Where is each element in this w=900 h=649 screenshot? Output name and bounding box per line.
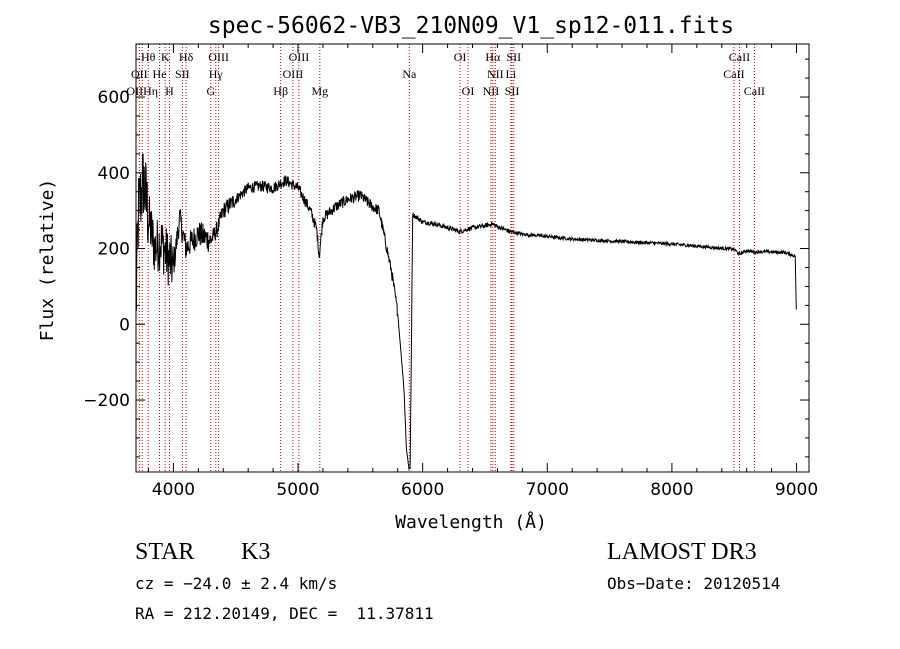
- spectral-line-label: NII: [487, 67, 504, 81]
- x-tick-label: 7000: [526, 480, 569, 500]
- spectral-line-label: SII: [506, 50, 521, 64]
- spectral-line-label: K: [161, 50, 170, 64]
- x-tick-label: 6000: [401, 480, 444, 500]
- spectral-line-label: Hδ: [179, 50, 194, 64]
- axis-ticks: 4000 5000 6000 7000 8000 9000 −200 0 200 400 600: [83, 44, 818, 500]
- spectral-line-label: Mg: [311, 84, 328, 98]
- x-axis-label: Wavelength (Å): [395, 511, 547, 533]
- coordinates: RA = 212.20149, DEC = 11.37811: [135, 604, 434, 623]
- spectral-line-label: OI: [462, 84, 475, 98]
- y-tick-label: 0: [119, 315, 130, 335]
- y-axis-label: Flux (relative): [37, 179, 58, 342]
- spectral-line-markers: [138, 44, 755, 472]
- spectral-line-label: OII: [131, 67, 148, 81]
- x-tick-label: 5000: [276, 480, 319, 500]
- y-tick-label: 200: [98, 240, 130, 260]
- spectral-line-label: CaII: [744, 84, 765, 98]
- spectral-line-label: H: [165, 84, 174, 98]
- chart-title: spec-56062-VB3_210N09_V1_sp12-011.fits: [208, 13, 734, 39]
- redshift-value: cz = −24.0 ± 2.4 km/s: [135, 574, 338, 593]
- object-subclass: K3: [241, 539, 271, 565]
- spectral-line-labels: Hθ K Hδ OIII OIII OI Hα SII CaII OII He SII Hγ OIII Na…: [126, 50, 765, 98]
- spectral-line-label: Hγ: [209, 67, 224, 81]
- spectral-line-label: NII: [483, 84, 500, 98]
- spectral-line-label: OIII: [289, 50, 310, 64]
- spectral-line-label: SII: [175, 67, 190, 81]
- survey-name: LAMOST DR3: [607, 539, 757, 565]
- object-class: STAR: [135, 539, 195, 565]
- spectral-line-label: G: [206, 84, 215, 98]
- spectral-line-label: OIII: [283, 67, 304, 81]
- observation-date: Obs−Date: 20120514: [607, 574, 781, 593]
- x-tick-label: 9000: [775, 480, 818, 500]
- y-tick-label: −200: [83, 391, 130, 411]
- plot-frame: [135, 43, 810, 473]
- x-tick-label: 8000: [650, 480, 693, 500]
- spectrum-series: [135, 153, 797, 471]
- spectral-line-label: Li: [506, 67, 517, 81]
- spectral-line-label: Hβ: [273, 84, 288, 98]
- y-tick-label: 600: [98, 88, 130, 108]
- spectral-line-label: CaII: [723, 67, 744, 81]
- spectral-line-label: Na: [402, 67, 417, 81]
- spectral-line-label: OI: [454, 50, 467, 64]
- spectral-line-label: Hα: [485, 50, 501, 64]
- spectral-line-label: OIII: [208, 50, 229, 64]
- spectral-line-label: OIIHη: [126, 84, 158, 98]
- y-tick-label: 400: [98, 164, 130, 184]
- spectral-line-label: He: [153, 67, 167, 81]
- x-tick-label: 4000: [152, 480, 195, 500]
- spectral-line-label: SII: [505, 84, 520, 98]
- spectral-line-label: Hθ: [141, 50, 156, 64]
- spectrum-line: [135, 153, 797, 471]
- spectral-line-label: CaII: [729, 50, 750, 64]
